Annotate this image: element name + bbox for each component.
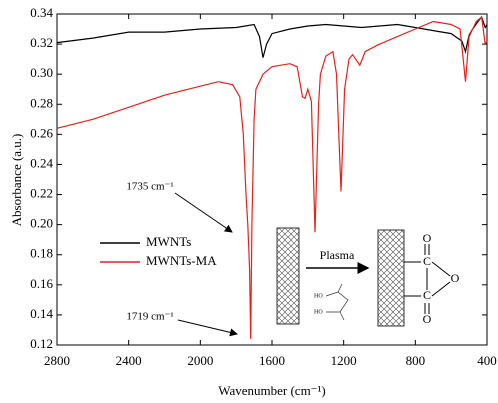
y-axis-label: Absorbance (a.u.): [9, 134, 24, 227]
x-axis-label: Wavenumber (cm⁻¹): [218, 383, 326, 398]
x-tick-label: 2000: [187, 353, 213, 368]
atom: O: [451, 271, 460, 285]
series-line: [56, 15, 488, 58]
y-tick-label: 0.32: [30, 35, 53, 50]
inset: Plasma HO HO O O O C C: [276, 227, 460, 327]
molecule: [325, 283, 349, 321]
x-tick-label: 800: [406, 353, 426, 368]
annotation-arrow: [177, 319, 238, 337]
y-tick-label: 0.24: [30, 155, 53, 170]
nanotube: [377, 229, 405, 327]
x-tick-label: 2800: [44, 353, 70, 368]
atom: C: [423, 254, 431, 268]
atom: HO: [314, 293, 323, 299]
x-tick-label: 2400: [116, 353, 142, 368]
legend-label: MWNTs-MA: [146, 253, 217, 268]
legend-label: MWNTs: [146, 234, 191, 249]
annotation: 1719 cm⁻¹: [126, 311, 173, 323]
y-tick-label: 0.22: [30, 186, 53, 201]
series-line: [56, 15, 488, 340]
y-tick-label: 0.26: [30, 125, 53, 140]
x-tick-label: 400: [477, 353, 497, 368]
y-tick-label: 0.30: [30, 65, 53, 80]
plot-area: 0.12 0.14 0.16 0.18 0.20 0.22 0.24 0.26 0.28 0.30…: [30, 5, 497, 368]
annotation-arrow: [174, 192, 233, 233]
atom: C: [423, 288, 431, 302]
y-tick-label: 0.16: [30, 276, 53, 291]
bonds: [404, 244, 451, 314]
x-tick-label: 1200: [331, 353, 357, 368]
y-tick-label: 0.12: [30, 336, 53, 351]
y-tick-label: 0.34: [30, 5, 53, 20]
y-tick-label: 0.18: [30, 246, 53, 261]
atom: O: [423, 312, 432, 326]
x-tick-label: 1600: [259, 353, 285, 368]
y-tick-label: 0.20: [30, 216, 53, 231]
atom: O: [423, 231, 432, 245]
y-tick-label: 0.28: [30, 95, 53, 110]
atom: HO: [314, 309, 323, 315]
annotation: 1735 cm⁻¹: [126, 181, 173, 193]
inset-label: Plasma: [320, 248, 355, 262]
y-tick-label: 0.14: [30, 306, 53, 321]
nanotube: [276, 227, 300, 325]
